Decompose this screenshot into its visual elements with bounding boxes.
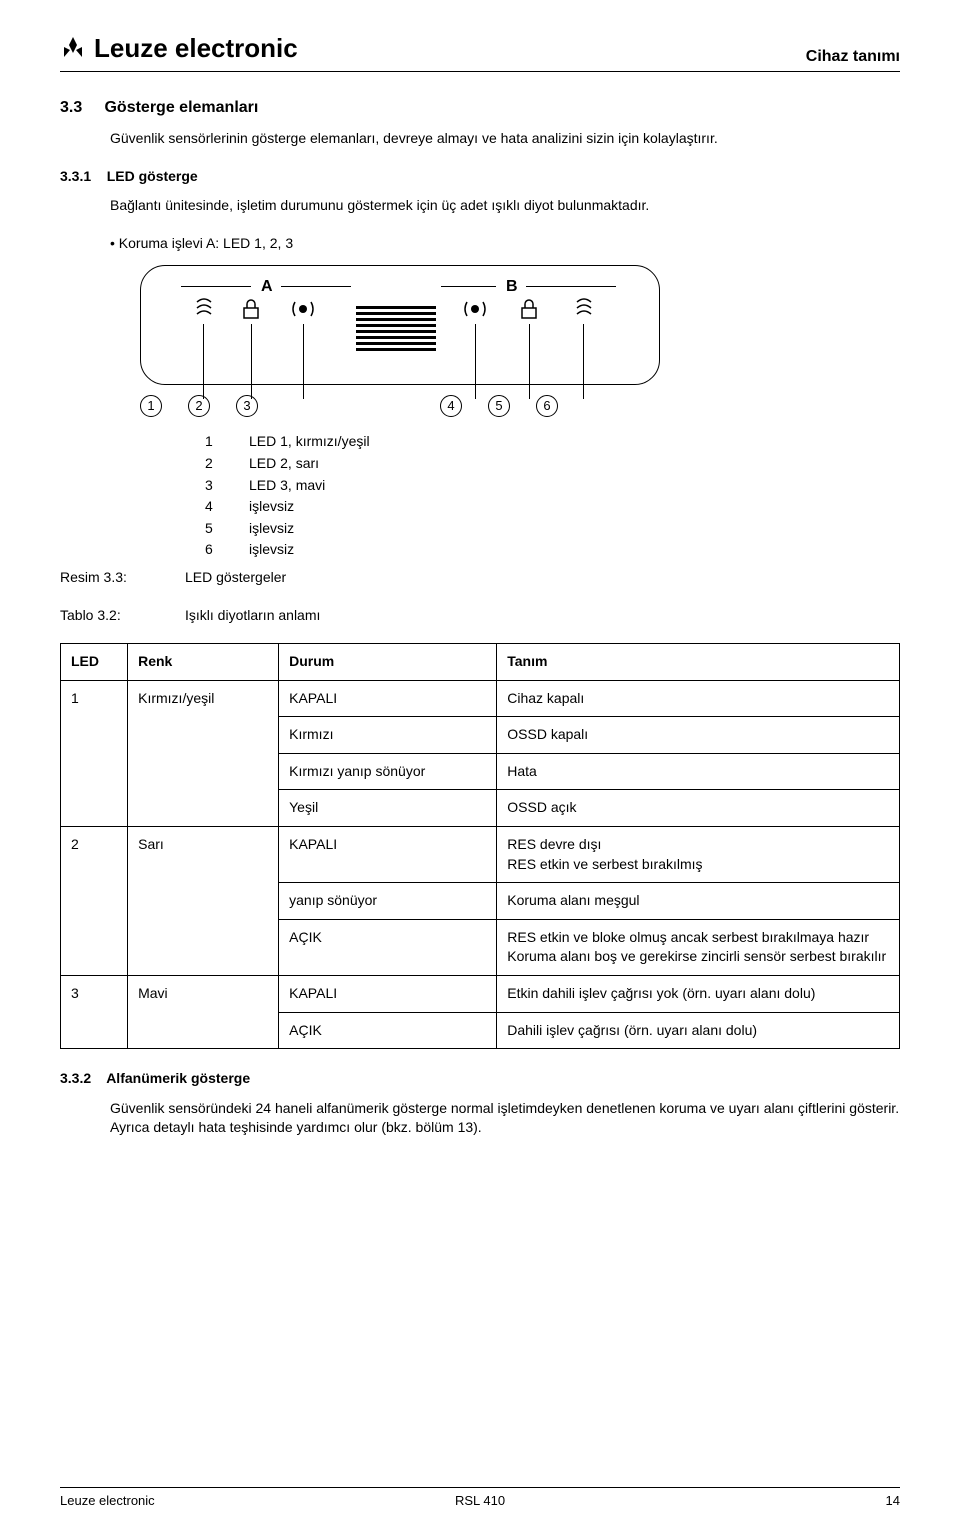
section-3-3-heading: 3.3 Gösterge elemanları <box>60 97 900 119</box>
figure-caption: Resim 3.3: LED göstergeler <box>60 568 900 588</box>
section-3-3-1-heading: 3.3.1 LED gösterge <box>60 167 900 187</box>
legend-list: 1LED 1, kırmızı/yeşil 2LED 2, sarı 3LED … <box>205 432 900 560</box>
col-durum: Durum <box>279 644 497 681</box>
figure-caption-label: Resim 3.3: <box>60 568 160 588</box>
footer-center: RSL 410 <box>455 1492 505 1510</box>
table-row: 3 Mavi KAPALI Etkin dahili işlev çağrısı… <box>61 976 900 1013</box>
col-tanim: Tanım <box>497 644 900 681</box>
lock-icon <box>241 298 261 326</box>
alphanumeric-display-icon <box>356 306 436 356</box>
table-row: 2 Sarı KAPALI RES devre dışı RES etkin v… <box>61 827 900 883</box>
section-num: 3.3 <box>60 99 82 116</box>
section-title: Alfanümerik gösterge <box>106 1070 250 1086</box>
callout-3: 3 <box>236 395 258 417</box>
callout-5: 5 <box>488 395 510 417</box>
signal-icon <box>289 298 317 326</box>
brand: Leuze electronic <box>60 30 298 66</box>
table-row: 1 Kırmızı/yeşil KAPALI Cihaz kapalı <box>61 680 900 717</box>
lock-icon <box>519 298 539 326</box>
footer-left: Leuze electronic <box>60 1492 155 1510</box>
device-diagram: A B <box>140 265 900 385</box>
page-header: Leuze electronic Cihaz tanımı <box>60 30 900 72</box>
callout-2: 2 <box>188 395 210 417</box>
section-num: 3.3.2 <box>60 1070 91 1086</box>
warning-icon <box>193 298 215 326</box>
callout-1: 1 <box>140 395 162 417</box>
callout-6: 6 <box>536 395 558 417</box>
zone-b-label: B <box>506 276 518 298</box>
section-title: Gösterge elemanları <box>104 99 258 116</box>
section-title: LED gösterge <box>107 168 198 184</box>
signal-icon <box>461 298 489 326</box>
bullet-item: Koruma işlevi A: LED 1, 2, 3 <box>110 234 900 254</box>
col-led: LED <box>61 644 128 681</box>
section-num: 3.3.1 <box>60 168 91 184</box>
figure-caption-text: LED göstergeler <box>185 568 286 588</box>
warning-icon <box>573 298 595 326</box>
page-context: Cihaz tanımı <box>806 46 900 68</box>
brand-text: Leuze electronic <box>94 30 298 66</box>
table-caption-text: Işıklı diyotların anlamı <box>185 606 320 626</box>
brand-icon <box>60 35 86 61</box>
led-meaning-table: LED Renk Durum Tanım 1 Kırmızı/yeşil KAP… <box>60 643 900 1049</box>
section-3-3-1-intro: Bağlantı ünitesinde, işletim durumunu gö… <box>110 196 900 216</box>
page-footer: Leuze electronic RSL 410 14 <box>60 1487 900 1510</box>
col-renk: Renk <box>128 644 279 681</box>
callout-4: 4 <box>440 395 462 417</box>
section-3-3-2-text: Güvenlik sensöründeki 24 haneli alfanüme… <box>110 1099 900 1138</box>
table-caption: Tablo 3.2: Işıklı diyotların anlamı <box>60 606 900 626</box>
footer-right: 14 <box>886 1492 900 1510</box>
zone-a-label: A <box>261 276 273 298</box>
table-caption-label: Tablo 3.2: <box>60 606 160 626</box>
section-3-3-2-heading: 3.3.2 Alfanümerik gösterge <box>60 1069 900 1089</box>
section-3-3-intro: Güvenlik sensörlerinin gösterge elemanla… <box>110 129 900 149</box>
callout-row: 1 2 3 4 5 6 <box>140 395 900 417</box>
